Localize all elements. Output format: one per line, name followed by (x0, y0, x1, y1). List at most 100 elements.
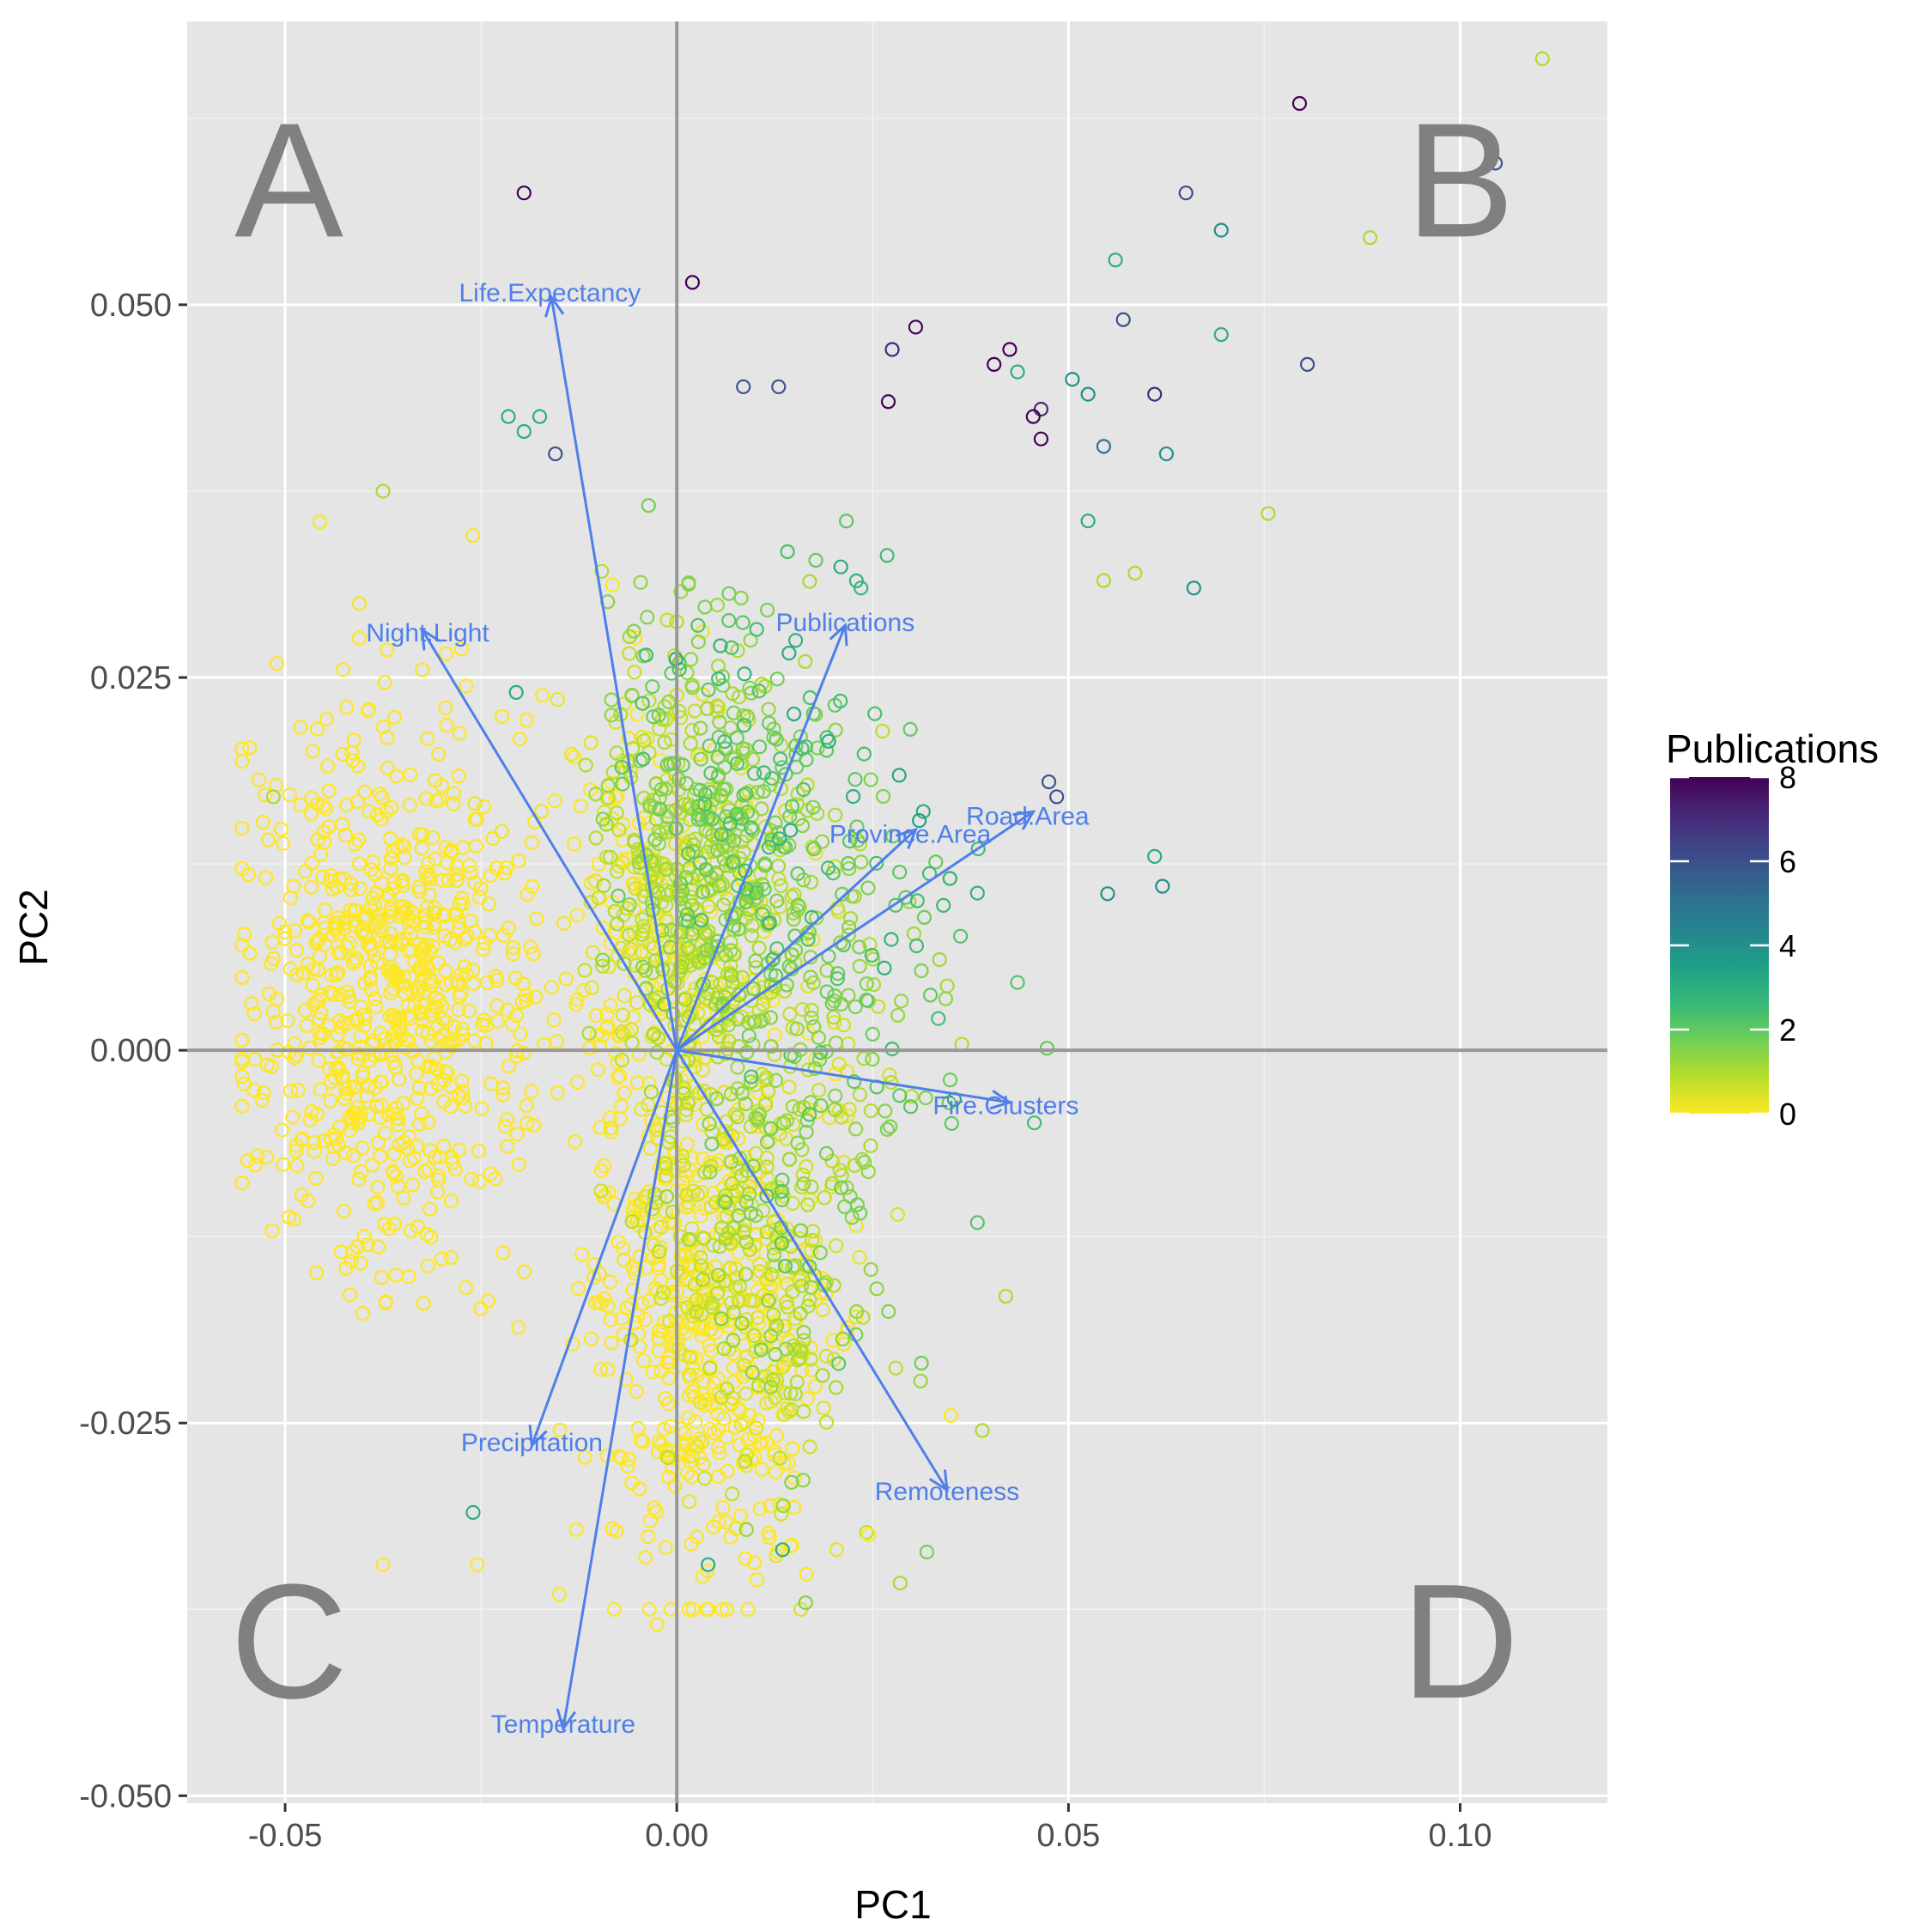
score-point (605, 1521, 620, 1537)
score-point (768, 815, 783, 830)
score-point (746, 1555, 762, 1571)
score-point (361, 703, 376, 719)
score-point (744, 1364, 760, 1380)
score-point (763, 1267, 780, 1282)
score-point (659, 1188, 675, 1205)
score-point (443, 844, 459, 860)
score-point (815, 1302, 830, 1318)
score-point (346, 1148, 361, 1163)
score-point (678, 775, 695, 792)
score-point (853, 1206, 868, 1221)
score-point (404, 925, 419, 941)
score-point (258, 787, 273, 803)
y-tick-label: -0.025 (79, 1406, 172, 1442)
score-point (702, 1360, 718, 1376)
score-point (357, 784, 373, 800)
score-point (469, 811, 484, 827)
score-point (242, 945, 258, 961)
score-point (349, 1239, 365, 1255)
score-point (476, 799, 492, 815)
score-point (369, 1194, 385, 1211)
score-point (766, 1258, 781, 1273)
score-point (445, 1155, 460, 1170)
score-point (577, 1449, 592, 1466)
score-point (276, 1157, 291, 1173)
score-point (738, 1447, 755, 1463)
score-point (735, 741, 750, 756)
score-point (624, 1213, 640, 1230)
score-point (719, 843, 734, 859)
score-point (463, 865, 478, 881)
score-point (348, 836, 363, 852)
score-point (1033, 431, 1049, 447)
score-point (342, 1287, 358, 1303)
score-point (362, 958, 378, 974)
score-point (754, 1066, 770, 1082)
score-point (632, 1249, 647, 1264)
score-point (717, 989, 733, 1005)
score-point (351, 596, 367, 611)
score-point (525, 878, 540, 895)
score-point (461, 1003, 477, 1019)
score-point (702, 1164, 718, 1180)
score-point (289, 942, 304, 958)
score-point (323, 1093, 338, 1109)
score-point (652, 790, 667, 805)
score-point (234, 1054, 250, 1070)
score-point (726, 1304, 741, 1321)
score-point (270, 992, 285, 1007)
score-point (718, 1230, 733, 1247)
score-point (833, 935, 848, 951)
score-point (313, 847, 329, 862)
score-point (790, 1135, 805, 1151)
score-point (449, 872, 465, 889)
score-point (364, 1157, 380, 1173)
score-point (401, 1129, 417, 1145)
score-point (459, 678, 474, 694)
score-point (304, 805, 319, 822)
score-point (775, 1192, 790, 1207)
score-point (847, 1073, 862, 1090)
score-point (691, 1431, 707, 1447)
score-point (832, 1163, 848, 1178)
score-point (234, 938, 250, 953)
score-point (351, 856, 367, 872)
score-point (834, 996, 849, 1012)
score-point (744, 918, 760, 933)
score-point (734, 1085, 750, 1102)
score-point (828, 807, 843, 823)
score-point (711, 671, 726, 687)
score-point (879, 548, 895, 563)
score-point (611, 888, 626, 904)
score-point (378, 1126, 393, 1141)
score-point (744, 1069, 759, 1084)
score-point (459, 1280, 474, 1296)
score-point (516, 185, 532, 201)
score-point (643, 870, 659, 885)
score-point (351, 630, 367, 646)
score-point (724, 968, 739, 983)
score-point (673, 891, 689, 907)
score-point (590, 1062, 605, 1078)
score-point (790, 866, 805, 882)
score-point (528, 989, 544, 1005)
score-point (729, 756, 745, 771)
score-point (762, 1304, 778, 1320)
score-point (635, 1296, 650, 1311)
score-point (519, 1115, 535, 1131)
score-point (420, 731, 435, 747)
score-point (863, 1103, 879, 1119)
score-point (363, 899, 379, 915)
score-point (426, 999, 441, 1014)
score-point (1033, 401, 1049, 417)
score-point (666, 1073, 682, 1089)
score-point (682, 1349, 697, 1365)
score-point (754, 801, 769, 817)
score-points (234, 51, 1550, 1632)
score-point (382, 830, 398, 847)
score-point (704, 811, 720, 827)
score-point (583, 1331, 599, 1346)
score-point (863, 772, 878, 787)
score-point (727, 1261, 744, 1276)
score-point (369, 807, 385, 823)
